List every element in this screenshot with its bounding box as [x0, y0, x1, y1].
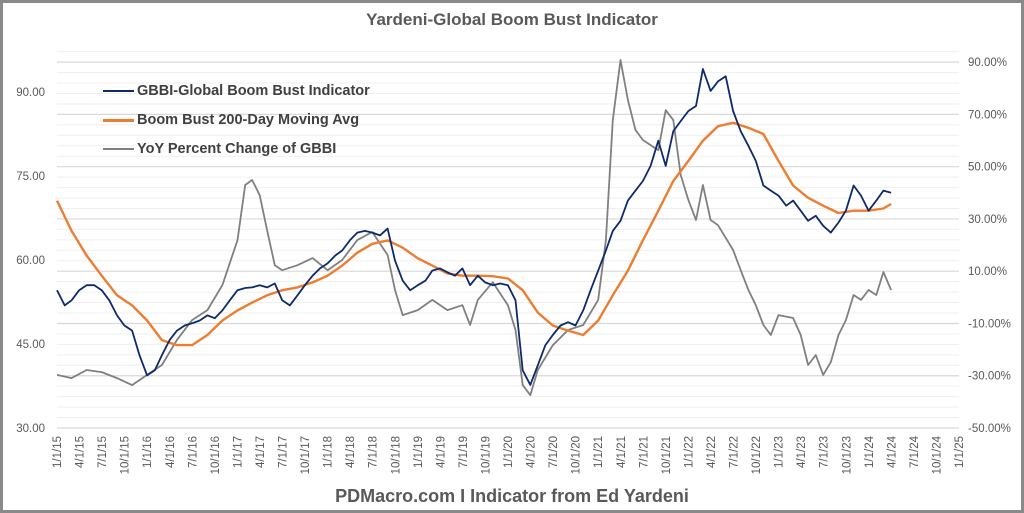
right-axis-tick-label: 50.00%	[968, 162, 1007, 174]
x-axis-tick-label: 1/1/25	[954, 436, 966, 468]
x-axis-tick-label: 7/1/20	[548, 436, 560, 468]
right-axis-tick-label: -50.00%	[968, 423, 1011, 435]
x-axis-tick-label: 1/1/15	[52, 436, 64, 468]
x-axis-tick-label: 7/1/19	[458, 436, 470, 468]
legend-label: Boom Bust 200-Day Moving Avg	[137, 112, 360, 128]
legend-swatch	[103, 90, 134, 92]
chart-title: Yardeni-Global Boom Bust Indicator	[366, 10, 658, 29]
right-axis-tick-label: -30.00%	[968, 371, 1011, 383]
left-axis-tick-label: 75.00	[16, 171, 45, 183]
x-axis-tick-label: 10/1/24	[931, 435, 943, 474]
legend-label: YoY Percent Change of GBBI	[137, 141, 337, 157]
x-axis-tick-label: 10/1/19	[480, 436, 492, 474]
x-axis-tick-label: 7/1/17	[278, 436, 290, 468]
left-axis-tick-label: 60.00	[16, 255, 45, 267]
right-axis-tick-label: 70.00%	[968, 109, 1007, 121]
x-axis-tick-label: 4/1/23	[796, 436, 808, 468]
right-axis-tick-label: 10.00%	[968, 266, 1007, 278]
right-axis-tick-label: 90.00%	[968, 57, 1007, 69]
series-line-yoy-change	[56, 59, 892, 396]
legend-swatch	[103, 148, 134, 150]
x-axis-tick-label: 7/1/23	[819, 436, 831, 468]
left-axis-tick-label: 30.00	[16, 423, 45, 435]
x-axis-tick-label: 1/1/16	[142, 436, 154, 468]
x-axis-tick-label: 4/1/17	[255, 436, 267, 468]
x-axis-tick-label: 1/1/18	[323, 436, 335, 468]
legend-item-moving-avg: Boom Bust 200-Day Moving Avg	[103, 112, 359, 128]
right-axis-tick-label: -10.00%	[968, 318, 1011, 330]
x-axis-tick-label: 1/1/20	[503, 436, 515, 468]
x-axis-tick-label: 10/1/21	[661, 436, 673, 474]
legend-item-yoy: YoY Percent Change of GBBI	[103, 141, 336, 157]
x-axis-tick-label: 4/1/18	[345, 436, 357, 468]
x-axis-tick-label: 10/1/17	[300, 436, 312, 474]
x-axis-tick-label: 7/1/21	[638, 436, 650, 468]
x-axis-tick-label: 10/1/20	[571, 436, 583, 474]
x-axis-tick-label: 7/1/15	[97, 436, 109, 468]
x-axis-tick-label: 7/1/22	[729, 436, 741, 468]
x-axis-tick-label: 10/1/18	[390, 436, 402, 474]
x-axis-tick-label: 4/1/19	[435, 436, 447, 468]
x-axis-tick-label: 4/1/15	[75, 436, 87, 468]
chart-footer: PDMacro.com I Indicator from Ed Yardeni	[335, 486, 689, 506]
x-axis-tick-label: 1/1/19	[413, 436, 425, 468]
x-axis-tick-label: 4/1/21	[616, 436, 628, 468]
plot-area: 30.00 45.00 60.00 75.00 90.00 -50.00% -30.00% -…	[16, 51, 1011, 474]
x-axis-tick-label: 7/1/18	[368, 436, 380, 468]
x-axis-tick-label: 1/1/24	[864, 435, 876, 468]
x-axis-tick-label: 7/1/24	[909, 435, 921, 468]
x-axis-tick-label: 4/1/16	[165, 436, 177, 468]
x-axis-tick-label: 4/1/22	[706, 436, 718, 468]
x-axis-tick-label: 4/1/24	[886, 435, 898, 468]
x-axis-tick-label: 1/1/17	[232, 436, 244, 468]
x-axis-tick-label: 1/1/23	[774, 436, 786, 468]
legend-swatch	[103, 118, 134, 122]
x-axis-tick-label: 10/1/16	[210, 436, 222, 474]
legend-label: GBBI-Global Boom Bust Indicator	[137, 83, 370, 99]
x-axis-tick-label: 4/1/20	[526, 436, 538, 468]
x-axis-tick-label: 1/1/22	[683, 436, 695, 468]
x-axis-tick-label: 10/1/22	[751, 436, 763, 474]
x-axis-tick-label: 1/1/21	[593, 436, 605, 468]
x-axis-tick-label: 7/1/16	[187, 436, 199, 468]
left-axis-tick-label: 90.00	[16, 87, 45, 99]
left-axis-tick-label: 45.00	[16, 339, 45, 351]
legend-item-gbbi: GBBI-Global Boom Bust Indicator	[103, 83, 370, 99]
x-axis-tick-label: 10/1/23	[841, 436, 853, 474]
right-axis-tick-label: 30.00%	[968, 214, 1007, 226]
x-axis-tick-label: 10/1/15	[120, 436, 132, 474]
series-line-gbbi	[56, 68, 892, 386]
